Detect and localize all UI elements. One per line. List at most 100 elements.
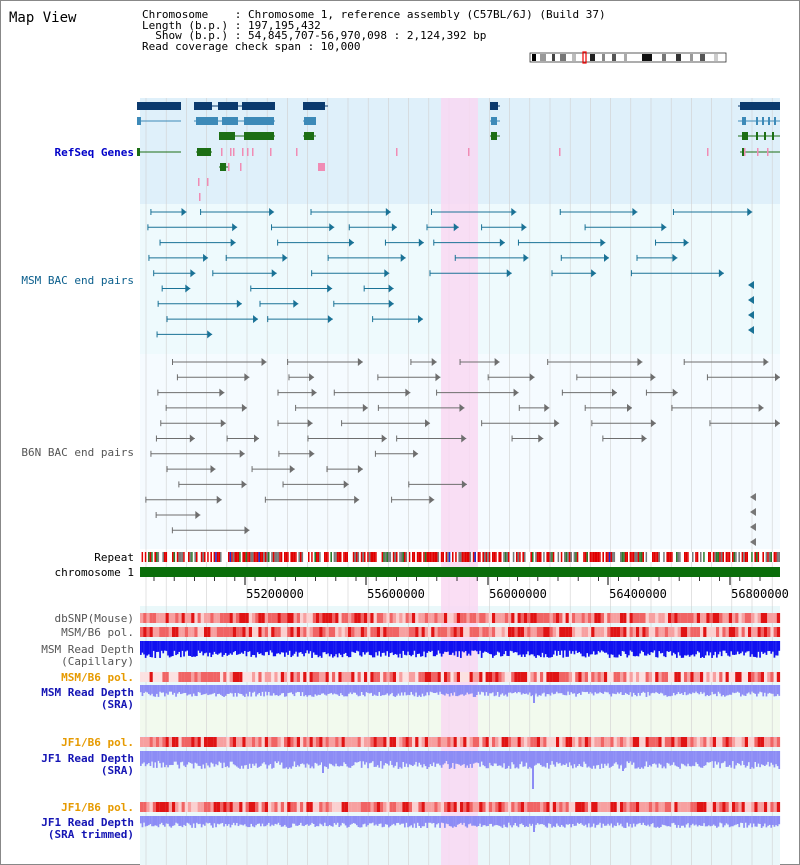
msm-b6-pol-heat bbox=[607, 627, 611, 637]
gene-exon bbox=[222, 117, 238, 125]
dbsnp-heat bbox=[306, 613, 310, 623]
msm-b6-pol-heat bbox=[412, 627, 416, 637]
track-label-jf1-depth-sra: JF1 Read Depth bbox=[41, 752, 134, 765]
jf1-depth-sra bbox=[608, 751, 611, 768]
repeat-segment bbox=[592, 552, 595, 562]
msm-depth-sra bbox=[628, 685, 630, 695]
jf1-depth-sra bbox=[341, 751, 344, 767]
msm-b6-pol-heat bbox=[184, 627, 189, 637]
jf1-b6-pol-heat bbox=[428, 737, 432, 747]
msm-b6-pol-heat bbox=[437, 627, 441, 637]
jf1-b6-pol-heat bbox=[386, 737, 390, 747]
jf1-b6-pol-heat-2 bbox=[312, 802, 317, 812]
msm-depth-capillary bbox=[562, 641, 565, 658]
jf1-b6-pol-heat-2 bbox=[488, 802, 493, 812]
msm-b6-pol-heat-2 bbox=[316, 672, 320, 682]
msm-b6-pol-heat-2 bbox=[351, 672, 355, 682]
track-label-refseq-genes[interactable]: RefSeq Genes bbox=[54, 146, 134, 159]
jf1-depth-trim bbox=[752, 816, 755, 824]
track-label-b6n-bac[interactable]: B6N BAC end pairs bbox=[21, 446, 134, 459]
jf1-depth-trim bbox=[268, 816, 270, 823]
refseq-pink-mark bbox=[318, 163, 325, 171]
jf1-depth-sra bbox=[600, 751, 603, 764]
b6n-bac-arrow bbox=[758, 403, 764, 412]
jf1-depth-sra bbox=[290, 751, 293, 769]
jf1-depth-sra bbox=[391, 751, 393, 765]
jf1-b6-pol-heat-2 bbox=[671, 802, 675, 812]
jf1-depth-sra bbox=[332, 751, 334, 766]
msm-b6-pol-heat-2 bbox=[348, 672, 352, 682]
jf1-depth-trim bbox=[248, 816, 251, 828]
msm-depth-capillary bbox=[429, 641, 432, 653]
jf1-depth-trim bbox=[653, 816, 656, 828]
msm-b6-pol-heat bbox=[693, 627, 697, 637]
jf1-depth-sra bbox=[500, 751, 502, 766]
jf1-depth-sra bbox=[640, 751, 643, 768]
msm-depth-sra bbox=[178, 685, 181, 693]
msm-depth-capillary bbox=[284, 641, 286, 657]
jf1-depth-trim bbox=[263, 816, 265, 827]
jf1-depth-sra bbox=[509, 751, 512, 769]
msm-depth-sra bbox=[730, 685, 733, 695]
jf1-b6-pol-heat-2 bbox=[364, 802, 368, 812]
msm-b6-pol-heat bbox=[348, 627, 352, 637]
msm-bac-arrow bbox=[253, 315, 259, 324]
msm-b6-pol-heat-2 bbox=[629, 672, 633, 682]
jf1-b6-pol-heat bbox=[594, 737, 598, 747]
jf1-depth-trim bbox=[258, 816, 261, 824]
msm-depth-capillary bbox=[703, 641, 705, 658]
axis-tick-label: 56800000 bbox=[731, 587, 789, 601]
jf1-depth-trim bbox=[421, 816, 424, 827]
msm-depth-sra bbox=[767, 685, 769, 694]
jf1-b6-pol-heat-2 bbox=[655, 802, 659, 812]
msm-depth-capillary bbox=[759, 641, 761, 658]
jf1-depth-sra bbox=[592, 751, 595, 766]
jf1-depth-trim bbox=[541, 816, 544, 825]
msm-depth-capillary bbox=[413, 641, 416, 651]
jf1-depth-sra bbox=[253, 751, 256, 766]
msm-b6-pol-heat bbox=[530, 627, 534, 637]
msm-depth-sra bbox=[679, 685, 681, 694]
jf1-depth-sra bbox=[325, 751, 328, 768]
jf1-b6-pol-heat bbox=[581, 737, 585, 747]
repeat-segment bbox=[716, 552, 718, 562]
repeat-segment bbox=[479, 552, 481, 562]
gene-exon bbox=[774, 117, 776, 125]
repeat-segment bbox=[554, 552, 556, 562]
dbsnp-heat bbox=[357, 613, 361, 623]
b6n-bac-marker bbox=[750, 508, 756, 516]
msm-b6-pol-heat-2 bbox=[620, 672, 624, 682]
jf1-b6-pol-heat-2 bbox=[575, 802, 579, 812]
b6n-bac-arrow bbox=[311, 388, 317, 397]
jf1-b6-pol-heat bbox=[216, 737, 221, 747]
msm-depth-sra bbox=[757, 685, 760, 694]
jf1-depth-sra bbox=[412, 751, 414, 766]
msm-depth-sra bbox=[717, 685, 720, 692]
assembly-info: Chromosome : Chromosome 1, reference ass… bbox=[142, 9, 606, 52]
msm-depth-sra bbox=[207, 685, 209, 696]
jf1-b6-pol-heat-2 bbox=[437, 802, 441, 812]
jf1-depth-sra bbox=[730, 751, 733, 768]
msm-depth-sra bbox=[287, 685, 289, 694]
msm-depth-capillary bbox=[348, 641, 350, 658]
repeat-segment bbox=[666, 552, 668, 562]
msm-depth-capillary bbox=[232, 641, 235, 653]
jf1-depth-sra bbox=[284, 751, 286, 769]
jf1-b6-pol-heat bbox=[271, 737, 275, 747]
msm-depth-capillary bbox=[192, 641, 195, 657]
repeat-segment bbox=[384, 552, 387, 562]
msm-depth-capillary bbox=[330, 641, 333, 655]
msm-b6-pol-heat bbox=[623, 627, 627, 637]
msm-depth-sra bbox=[237, 685, 240, 694]
jf1-depth-sra bbox=[746, 751, 749, 766]
track-label-msm-bac[interactable]: MSM BAC end pairs bbox=[21, 274, 134, 287]
repeat-segment bbox=[700, 552, 702, 562]
msm-depth-sra bbox=[744, 685, 747, 696]
repeat-segment bbox=[725, 552, 728, 562]
repeat-segment bbox=[656, 552, 659, 562]
repeat-segment bbox=[352, 552, 355, 562]
jf1-depth-trim bbox=[226, 816, 229, 826]
msm-b6-pol-heat bbox=[239, 627, 243, 637]
jf1-depth-trim bbox=[213, 816, 216, 824]
